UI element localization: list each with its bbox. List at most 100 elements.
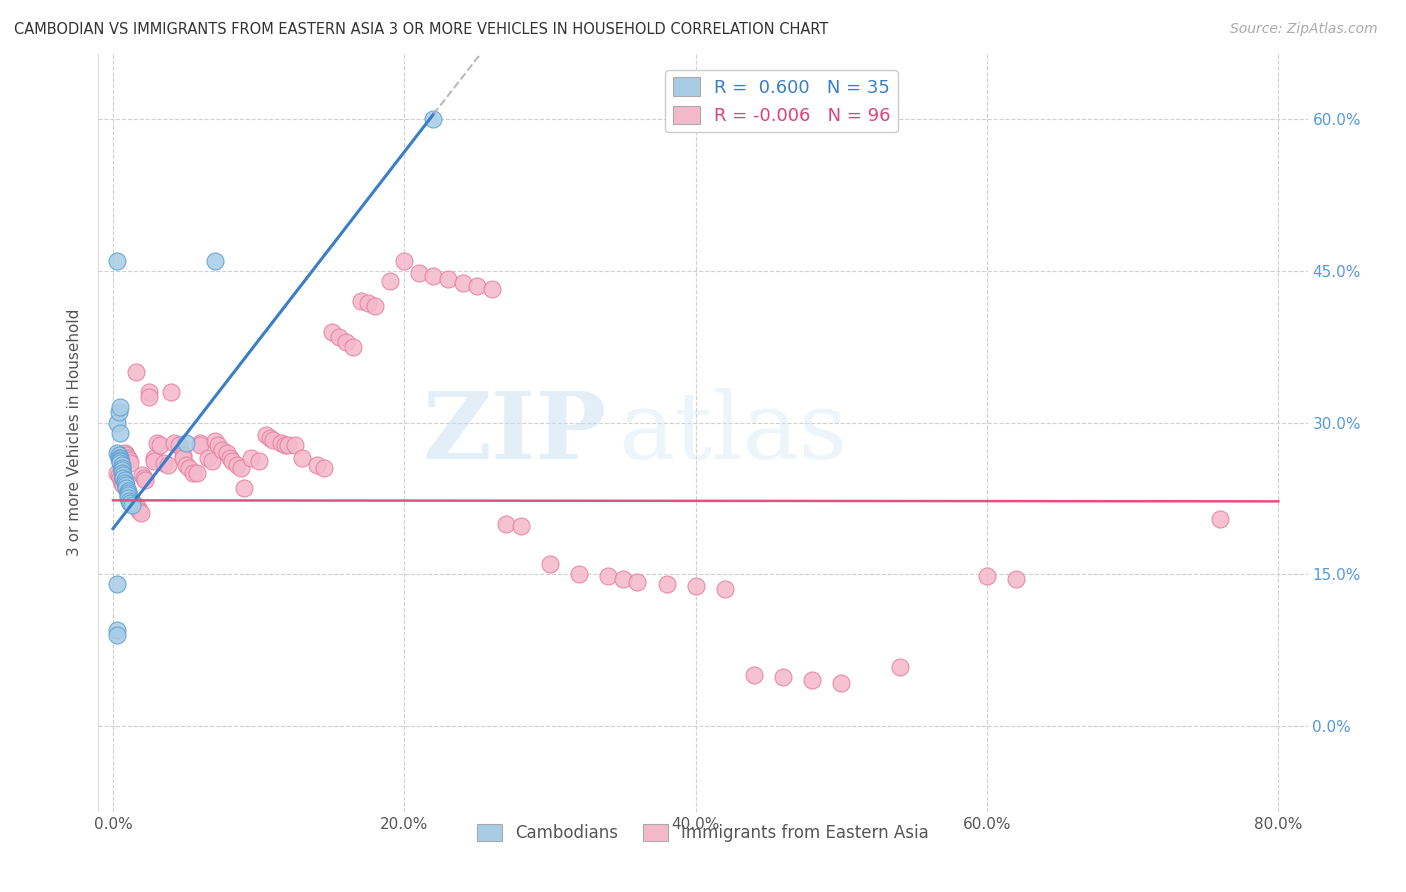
Point xyxy=(114,476,136,491)
Legend: Cambodians, Immigrants from Eastern Asia: Cambodians, Immigrants from Eastern Asia xyxy=(470,817,936,849)
Point xyxy=(204,253,226,268)
Point xyxy=(163,435,186,450)
Point xyxy=(538,557,561,571)
Point xyxy=(378,274,401,288)
Point xyxy=(207,438,229,452)
Point xyxy=(801,673,824,688)
Point xyxy=(714,582,737,597)
Text: atlas: atlas xyxy=(619,388,848,477)
Point xyxy=(110,454,132,468)
Point xyxy=(328,329,350,343)
Point xyxy=(121,494,143,508)
Point xyxy=(277,438,299,452)
Point xyxy=(108,448,131,462)
Point xyxy=(138,385,160,400)
Point xyxy=(685,579,707,593)
Point xyxy=(105,466,128,480)
Point xyxy=(626,575,648,590)
Point xyxy=(121,499,143,513)
Point xyxy=(772,670,794,684)
Point xyxy=(408,266,430,280)
Point xyxy=(321,325,343,339)
Point xyxy=(284,438,307,452)
Point xyxy=(112,468,135,483)
Point xyxy=(111,473,134,487)
Point xyxy=(291,450,314,465)
Point xyxy=(111,463,134,477)
Text: ZIP: ZIP xyxy=(422,388,606,477)
Point xyxy=(112,478,135,492)
Point xyxy=(314,461,336,475)
Point xyxy=(233,481,256,495)
Point xyxy=(742,668,765,682)
Point xyxy=(167,438,190,452)
Point xyxy=(118,453,141,467)
Text: Source: ZipAtlas.com: Source: ZipAtlas.com xyxy=(1230,22,1378,37)
Point xyxy=(111,461,134,475)
Point xyxy=(115,481,138,495)
Point xyxy=(105,628,128,642)
Point xyxy=(231,461,253,475)
Point xyxy=(132,471,155,485)
Point xyxy=(612,572,634,586)
Point xyxy=(190,435,212,450)
Point xyxy=(976,569,998,583)
Point xyxy=(495,516,517,531)
Point xyxy=(889,660,911,674)
Point xyxy=(110,425,132,440)
Point xyxy=(422,268,444,283)
Point xyxy=(1209,511,1232,525)
Point xyxy=(568,567,591,582)
Point xyxy=(117,450,139,465)
Point xyxy=(105,446,128,460)
Point xyxy=(110,450,132,465)
Point xyxy=(120,456,142,470)
Point xyxy=(110,453,132,467)
Point xyxy=(110,471,132,485)
Point xyxy=(394,253,416,268)
Point xyxy=(437,272,460,286)
Point xyxy=(110,401,132,415)
Point xyxy=(509,518,531,533)
Point xyxy=(117,484,139,499)
Point xyxy=(172,448,194,462)
Point xyxy=(105,253,128,268)
Point xyxy=(830,676,852,690)
Point xyxy=(465,279,488,293)
Text: CAMBODIAN VS IMMIGRANTS FROM EASTERN ASIA 3 OR MORE VEHICLES IN HOUSEHOLD CORREL: CAMBODIAN VS IMMIGRANTS FROM EASTERN ASI… xyxy=(14,22,828,37)
Y-axis label: 3 or more Vehicles in Household: 3 or more Vehicles in Household xyxy=(67,309,83,557)
Point xyxy=(160,385,183,400)
Point xyxy=(221,454,243,468)
Point xyxy=(225,458,247,472)
Point xyxy=(134,473,156,487)
Point xyxy=(197,450,219,465)
Point xyxy=(122,496,145,510)
Point xyxy=(357,296,380,310)
Point xyxy=(204,434,226,448)
Point xyxy=(111,476,134,491)
Point xyxy=(481,282,503,296)
Point xyxy=(128,504,150,518)
Point xyxy=(655,577,678,591)
Point xyxy=(190,438,212,452)
Point xyxy=(117,486,139,500)
Point xyxy=(138,390,160,404)
Point xyxy=(186,466,208,480)
Point xyxy=(451,276,474,290)
Point xyxy=(335,334,357,349)
Point xyxy=(598,569,620,583)
Point xyxy=(142,450,165,465)
Point xyxy=(131,468,153,483)
Point xyxy=(262,433,284,447)
Point xyxy=(342,340,364,354)
Point xyxy=(110,456,132,470)
Point xyxy=(274,438,297,452)
Point xyxy=(181,466,204,480)
Point xyxy=(177,461,200,475)
Point xyxy=(145,435,167,450)
Point xyxy=(111,466,134,480)
Point xyxy=(201,454,224,468)
Point xyxy=(105,577,128,591)
Point xyxy=(120,496,142,510)
Point xyxy=(270,435,292,450)
